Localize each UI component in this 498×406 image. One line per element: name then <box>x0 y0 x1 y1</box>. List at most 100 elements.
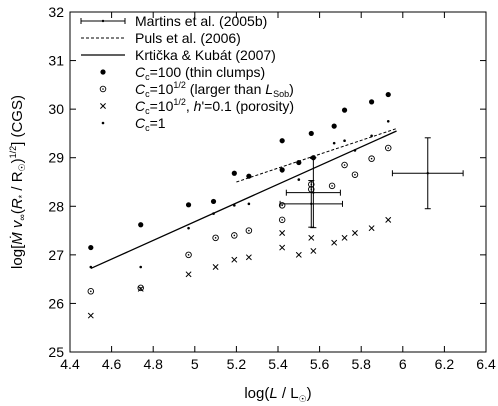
data-point <box>295 251 302 258</box>
data-point <box>297 178 301 181</box>
x-axis-label: log(L / L☉) <box>244 385 311 404</box>
data-point <box>308 234 315 241</box>
x-tick-label: 4.6 <box>102 356 122 372</box>
x-tick-label: 5.2 <box>227 356 247 372</box>
marker-center <box>102 88 104 90</box>
data-point <box>137 284 144 292</box>
data-point <box>296 159 302 166</box>
data-point <box>308 186 315 193</box>
data-point <box>185 251 192 259</box>
marker-center <box>387 147 390 149</box>
marker-ring <box>308 181 315 188</box>
x-tick-label: 4.8 <box>143 356 163 372</box>
data-point <box>278 202 286 209</box>
marker-center <box>233 234 236 237</box>
data-point <box>101 121 105 125</box>
data-point <box>368 155 375 162</box>
legend-label: Cc=100 (thin clumps) <box>135 64 265 82</box>
marker-center <box>370 157 373 160</box>
data-point <box>245 227 253 234</box>
legend-entry: Martins et al. (2005b) <box>80 13 267 29</box>
legend-entry: Cc=101/2, h'=0.1 (porosity) <box>100 97 294 116</box>
legend-entry: Cc=101/2 (larger than LSob) <box>99 80 294 99</box>
legend-label: Cc=101/2, h'=0.1 (porosity) <box>135 97 294 116</box>
marker-ring <box>328 182 336 190</box>
marker-ring <box>185 251 192 259</box>
legend-sample-point <box>101 19 105 23</box>
marker-ring <box>245 227 253 234</box>
marker-ring <box>87 288 95 295</box>
marker-ring <box>137 284 144 292</box>
y-tick-label: 30 <box>48 101 64 117</box>
series <box>89 119 390 269</box>
y-tick-label: 26 <box>48 295 64 311</box>
legend-label: Puls et al. (2006) <box>135 30 241 46</box>
x-tick-label: 6 <box>399 356 407 372</box>
series-line <box>236 128 397 183</box>
marker-center <box>90 290 92 293</box>
data-point <box>341 234 348 241</box>
y-tick-label: 25 <box>48 344 64 360</box>
series <box>88 91 391 251</box>
data-point <box>351 171 359 178</box>
legend-label: Martins et al. (2005b) <box>135 13 267 29</box>
data-point <box>278 216 286 224</box>
data-point <box>89 265 93 269</box>
marker-center <box>248 229 250 232</box>
marker-ring <box>278 216 286 224</box>
marker-ring <box>308 186 315 193</box>
data-point <box>280 170 284 173</box>
marker-center <box>354 173 356 176</box>
legend-entry: Cc=1 <box>101 115 166 133</box>
data-point <box>246 173 252 179</box>
data-point <box>212 264 219 270</box>
data-point <box>352 230 358 236</box>
legend-label: Cc=1 <box>135 115 166 133</box>
marker-ring <box>231 232 238 239</box>
data-point <box>308 130 314 137</box>
data-point <box>370 134 373 138</box>
data-point <box>185 202 192 208</box>
data-point <box>231 256 238 263</box>
x-tick-label: 5.8 <box>351 356 371 372</box>
errorbar-point <box>391 137 464 210</box>
series <box>87 216 392 319</box>
data-point <box>187 226 190 230</box>
data-point <box>353 149 357 152</box>
x-tick-label: 5.6 <box>310 356 330 372</box>
marker-ring <box>278 202 286 209</box>
marker-center <box>331 185 333 187</box>
data-point <box>331 239 338 246</box>
data-point <box>233 204 236 207</box>
data-point <box>385 216 392 223</box>
data-point <box>310 155 316 161</box>
ticks-layer: 4.4 4.6 4.8 5 5.2 5.4 5.6 5.8 6 6.2 6.4 25 26 27 28 29 3… <box>48 4 496 372</box>
data-point <box>138 222 144 228</box>
plot-frame <box>69 11 487 353</box>
plot-layer <box>87 91 464 319</box>
y-axis-label: log[Ṁ v∞(R* / R☉)1/2] (CGS) <box>8 95 27 269</box>
data-point <box>185 271 192 278</box>
data-point <box>99 85 107 93</box>
y-tick-label: 28 <box>48 198 64 214</box>
errorbar-point <box>279 180 343 228</box>
data-point <box>247 202 251 206</box>
data-point <box>310 202 313 206</box>
data-point <box>279 167 285 173</box>
data-point <box>100 69 106 75</box>
x-tick-label: 6.2 <box>435 356 455 372</box>
data-point <box>309 156 313 160</box>
data-point <box>279 138 285 144</box>
y-tick-label: 29 <box>48 150 64 166</box>
marker-center <box>281 219 283 221</box>
marker-center <box>310 188 313 191</box>
legend-label: Krtička & Kubát (2007) <box>135 47 276 63</box>
data-point <box>231 232 238 239</box>
data-point <box>245 254 252 261</box>
data-point <box>212 212 215 215</box>
data-point <box>279 230 286 236</box>
marker-center <box>187 254 190 256</box>
data-point <box>369 99 375 105</box>
series <box>87 144 392 295</box>
